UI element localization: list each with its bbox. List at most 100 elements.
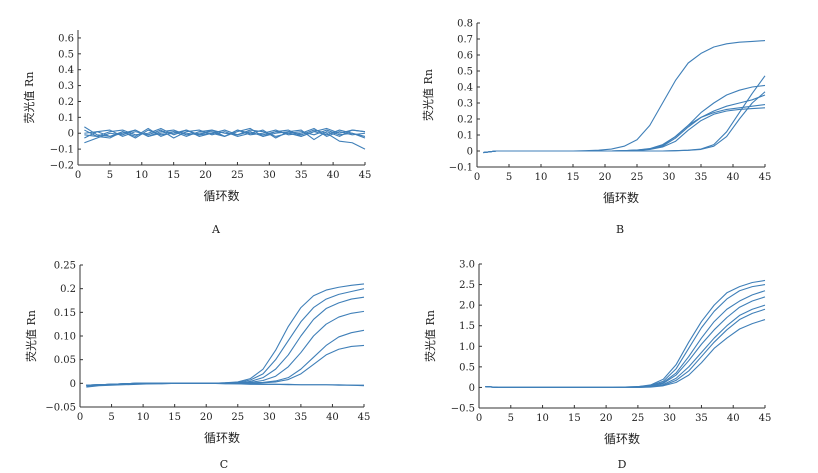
x-tick-label: 45	[759, 172, 772, 183]
y-axis-label: 荧光值 Rn	[421, 69, 435, 121]
x-tick-label: 10	[535, 172, 548, 183]
x-axis-label: 循环数	[203, 188, 239, 203]
y-axis-label: 荧光值 Rn	[423, 310, 437, 362]
x-tick-label: 15	[567, 172, 580, 183]
y-tick-label: 0.25	[54, 261, 76, 272]
y-tick-label: 0.05	[54, 355, 76, 366]
y-tick-label: −0.05	[45, 403, 76, 414]
x-axis-label: 循环数	[204, 430, 240, 445]
panel-label: C	[220, 458, 228, 471]
x-tick-label: 45	[759, 413, 772, 424]
x-tick-label: 25	[631, 172, 644, 183]
panel-a: 0 5 10 15 20 25 30 35 40 45 −0.2 −0.1 0 0.1 0.2 0.3 0.4 0…	[22, 30, 371, 236]
y-tick-label: 0.6	[457, 51, 473, 62]
series-line	[485, 284, 766, 388]
series-line	[483, 94, 766, 154]
y-tick-label: 0.5	[459, 362, 475, 373]
y-tick-label: 0	[469, 383, 475, 394]
x-tick-label: 0	[77, 412, 83, 423]
x-tick-label: 15	[568, 413, 581, 424]
x-tick-label: 30	[663, 172, 676, 183]
series-line	[483, 91, 766, 154]
y-tick-label: −0.1	[50, 145, 74, 156]
panel-label: D	[618, 458, 627, 471]
x-tick-label: 20	[200, 412, 213, 423]
x-tick-label: 40	[727, 413, 740, 424]
series-line	[485, 296, 766, 388]
panel-d: 0 5 10 15 20 25 30 35 40 45−0.500.51.01.52.02.53.…	[423, 260, 771, 472]
x-tick-label: 25	[632, 413, 645, 424]
series-line	[485, 319, 766, 388]
series-line	[86, 288, 365, 386]
y-tick-label: 1.0	[459, 342, 475, 353]
x-tick-label: 35	[295, 170, 308, 181]
x-tick-label: 0	[75, 170, 81, 181]
y-tick-label: 0.1	[457, 131, 473, 142]
y-tick-label: 0.3	[58, 81, 74, 92]
y-tick-label: 0	[467, 147, 473, 158]
x-tick-label: 40	[327, 170, 340, 181]
series-line	[86, 344, 365, 386]
x-tick-label: 0	[476, 413, 482, 424]
y-tick-label: 2.5	[459, 280, 475, 291]
x-tick-label: 0	[474, 172, 480, 183]
x-tick-label: 10	[135, 170, 148, 181]
y-tick-label: 0.7	[457, 35, 473, 46]
y-tick-label: 2.0	[459, 301, 475, 312]
x-tick-label: 35	[695, 172, 708, 183]
x-tick-label: 5	[107, 170, 113, 181]
y-tick-label: 0.2	[60, 284, 76, 295]
y-tick-label: 0.6	[58, 33, 74, 44]
x-tick-label: 20	[599, 172, 612, 183]
x-tick-label: 5	[506, 172, 512, 183]
x-tick-label: 45	[358, 412, 371, 423]
y-tick-label: 0	[68, 129, 74, 140]
x-tick-label: 30	[263, 170, 276, 181]
y-tick-label: −0.2	[50, 161, 74, 172]
x-tick-label: 35	[695, 413, 708, 424]
x-tick-label: 30	[263, 412, 276, 423]
panel-c: 0 5 10 15 20 25 30 35 40 45−0.0500.050.100.150.20…	[24, 261, 370, 472]
x-axis-label: 循环数	[603, 190, 639, 205]
x-tick-label: 25	[231, 412, 244, 423]
series-line	[86, 296, 365, 386]
y-tick-label: −0.5	[451, 404, 475, 415]
series-line	[84, 129, 366, 144]
x-tick-label: 10	[137, 412, 150, 423]
y-tick-label: −0.1	[449, 163, 473, 174]
series-line	[86, 283, 365, 386]
y-tick-label: 0.10	[54, 332, 76, 343]
x-tick-label: 45	[359, 170, 372, 181]
panel-label: B	[616, 223, 624, 236]
x-tick-label: 5	[108, 412, 114, 423]
series-line	[483, 75, 766, 154]
x-tick-label: 35	[295, 412, 308, 423]
x-tick-label: 20	[600, 413, 613, 424]
y-tick-label: 0.1	[58, 113, 74, 124]
series-line	[84, 127, 366, 139]
y-tick-label: 0.8	[457, 19, 473, 30]
x-tick-label: 20	[199, 170, 212, 181]
y-tick-label: 3.0	[459, 260, 475, 271]
x-tick-label: 25	[231, 170, 244, 181]
y-axis-label: 荧光值 Rn	[22, 72, 36, 124]
y-tick-label: 0.15	[54, 308, 76, 319]
series-line	[483, 84, 766, 154]
x-tick-label: 10	[536, 413, 549, 424]
series-line	[485, 304, 766, 388]
x-tick-label: 15	[168, 412, 181, 423]
y-axis-label: 荧光值 Rn	[24, 310, 38, 362]
y-tick-label: 0.3	[457, 99, 473, 110]
y-tick-label: 0.4	[457, 83, 473, 94]
x-tick-label: 30	[663, 413, 676, 424]
y-tick-label: 0.5	[457, 67, 473, 78]
x-tick-label: 15	[167, 170, 180, 181]
x-tick-label: 5	[508, 413, 514, 424]
x-tick-label: 40	[727, 172, 740, 183]
y-tick-label: 0.4	[58, 65, 74, 76]
y-tick-label: 0.2	[58, 97, 74, 108]
y-tick-label: 0	[70, 379, 76, 390]
x-axis-label: 循环数	[604, 431, 640, 446]
x-tick-label: 40	[326, 412, 339, 423]
